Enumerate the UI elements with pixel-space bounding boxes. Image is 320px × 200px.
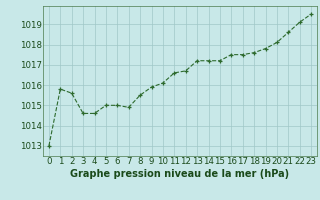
X-axis label: Graphe pression niveau de la mer (hPa): Graphe pression niveau de la mer (hPa) (70, 169, 290, 179)
